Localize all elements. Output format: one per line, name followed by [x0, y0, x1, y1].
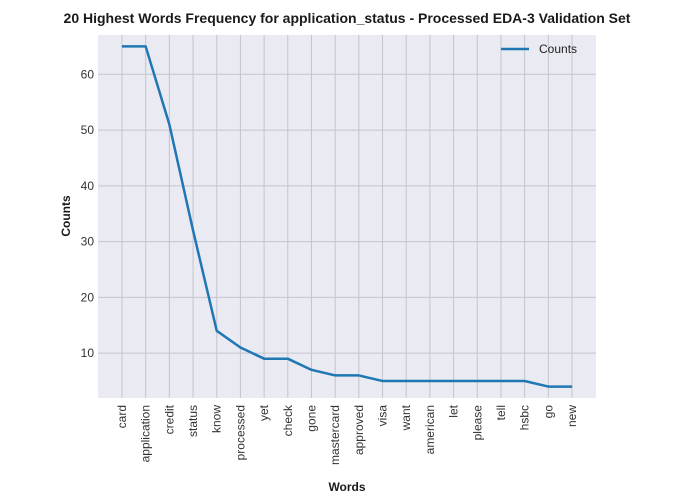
x-tick-label: mastercard	[328, 405, 342, 465]
data-point	[192, 229, 194, 231]
x-tick-label: please	[470, 405, 484, 441]
x-tick-label: hsbc	[518, 405, 532, 430]
data-point	[334, 374, 336, 376]
data-point	[571, 386, 573, 388]
y-tick-label: 30	[81, 235, 95, 249]
x-tick-label: processed	[233, 405, 247, 460]
chart-title: 20 Highest Words Frequency for applicati…	[64, 10, 631, 26]
data-point	[168, 123, 170, 125]
x-tick-label: visa	[376, 405, 390, 427]
data-point	[287, 358, 289, 360]
data-point	[524, 380, 526, 382]
data-point	[429, 380, 431, 382]
y-tick-label: 60	[81, 67, 95, 81]
x-tick-label: yet	[257, 404, 271, 421]
x-tick-label: card	[115, 405, 129, 428]
y-axis-label: Counts	[59, 195, 73, 237]
data-point	[145, 45, 147, 47]
data-point	[310, 369, 312, 371]
x-tick-label: american	[423, 405, 437, 454]
y-tick-labels: 10 20 30 40 50 60	[81, 67, 95, 360]
x-tick-label: want	[399, 404, 413, 431]
x-tick-label: status	[186, 405, 200, 437]
data-point	[405, 380, 407, 382]
data-point	[358, 374, 360, 376]
series-line	[122, 45, 572, 388]
x-tick-label: let	[447, 404, 461, 417]
data-point	[500, 380, 502, 382]
plot-area	[98, 35, 596, 398]
x-tick-label: go	[541, 405, 555, 419]
series-lines	[121, 45, 573, 388]
grid-lines	[98, 35, 596, 398]
x-tick-label: new	[565, 405, 579, 427]
legend: Counts	[501, 42, 577, 56]
x-tick-label: know	[210, 405, 224, 433]
y-tick-label: 40	[81, 179, 95, 193]
x-axis-label: Words	[328, 480, 365, 494]
y-tick-label: 50	[81, 123, 95, 137]
data-point	[453, 380, 455, 382]
x-tick-label: credit	[162, 404, 176, 434]
x-tick-labels: card application credit status know processed…	[115, 404, 579, 465]
data-point	[216, 330, 218, 332]
x-tick-label: check	[281, 404, 295, 436]
data-point	[121, 45, 123, 47]
data-point	[239, 347, 241, 349]
x-tick-label: gone	[304, 405, 318, 432]
x-tick-label: approved	[352, 405, 366, 455]
legend-label: Counts	[539, 42, 577, 56]
data-point	[263, 358, 265, 360]
y-tick-label: 20	[81, 290, 95, 304]
data-point	[476, 380, 478, 382]
data-point	[382, 380, 384, 382]
data-point	[547, 386, 549, 388]
x-tick-label: tell	[494, 405, 508, 420]
y-tick-label: 10	[81, 346, 95, 360]
x-tick-label: application	[139, 405, 153, 462]
